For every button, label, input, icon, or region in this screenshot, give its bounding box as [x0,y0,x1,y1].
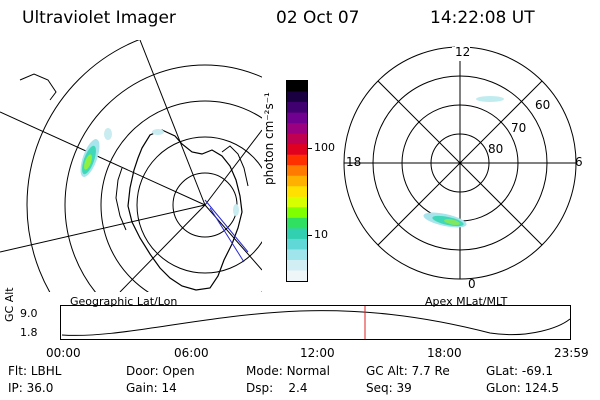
colorbar-segment [287,238,307,250]
colorbar-segment [287,249,307,261]
info-seq: Seq: 39 [366,381,412,395]
coastline-fragment [221,145,249,187]
mlat-mlt-polar-plot [343,46,577,280]
mlt-line-diagonal [377,80,543,246]
colorbar-segment [287,228,307,240]
colorbar-segment [287,217,307,229]
terminator-line [204,199,249,253]
colorbar-segment [287,102,307,114]
altitude-xtick: 18:00 [427,346,462,360]
colorbar-segment [287,91,307,103]
lon-line [204,204,262,271]
colorbar-gradient [287,81,307,282]
apex-map-caption: Apex MLat/MLT [425,295,508,308]
altitude-ylabel: GC Alt [3,287,16,322]
colorbar-segment [287,154,307,166]
altitude-xtick: 12:00 [300,346,335,360]
aurora-emission [80,128,239,216]
mlt-label-right: 6 [575,155,583,169]
colorbar-segment [287,259,307,271]
lon-line [0,204,206,253]
colorbar-tick [307,148,312,149]
mlt-label-bottom: 0 [468,277,476,291]
altitude-plot-frame [60,305,571,340]
mlat-label-60: 60 [535,98,551,112]
info-ip: IP: 36.0 [8,381,54,395]
colorbar-segment [287,196,307,208]
mlat-label-70: 70 [511,121,527,135]
colorbar [286,80,308,282]
colorbar-segment [287,112,307,124]
lat-circle [100,100,262,292]
colorbar-tick [307,235,312,236]
altitude-ytick: 9.0 [20,307,38,320]
mlt-label-left: 18 [346,155,362,169]
lon-line [139,40,206,206]
info-door: Door: Open [126,364,195,378]
mlat-label-80: 80 [488,142,504,156]
lat-circle [136,136,262,274]
info-glat: GLat: -69.1 [486,364,553,378]
geographic-map-caption: Geographic Lat/Lon [70,295,178,308]
terminator-line [209,207,245,263]
colorbar-unit-label: photon cm⁻²s⁻¹ [262,92,276,185]
altitude-xtick: 00:00 [46,346,81,360]
altitude-curve [61,310,571,336]
info-glon: GLon: 124.5 [486,381,559,395]
info-gain: Gain: 14 [126,381,177,395]
lon-line [204,129,262,206]
lon-line [119,204,206,292]
coastline-fragment [115,167,127,231]
colorbar-segment [287,207,307,219]
colorbar-segment [287,175,307,187]
colorbar-segment [287,186,307,198]
colorbar-tick-label: 10 [314,228,328,241]
observation-date: 02 Oct 07 [276,8,360,28]
altitude-xtick: 23:59 [554,346,589,360]
polar-aurora-emission [423,96,504,228]
lon-line [0,111,206,206]
colorbar-segment [287,270,307,282]
info-dsp: Dsp: 2.4 [246,381,308,395]
altitude-xtick: 06:00 [174,346,209,360]
instrument-title: Ultraviolet Imager [22,8,176,28]
altitude-plot [60,305,571,340]
info-flt: Flt: LBHL [8,364,62,378]
colorbar-segment [287,165,307,177]
altitude-ytick: 1.8 [20,326,38,339]
coastline-fragment [19,73,57,101]
geographic-map [0,40,262,292]
observation-time: 14:22:08 UT [430,8,535,28]
colorbar-segment [287,144,307,156]
lat-circle [26,40,140,292]
antarctica-coastline [127,129,243,291]
colorbar-segment [287,81,307,93]
colorbar-tick-label: 100 [314,141,335,154]
colorbar-segment [287,133,307,145]
lat-circle [64,64,262,292]
colorbar-segment [287,123,307,135]
mlt-label-top: 12 [455,45,471,59]
info-mode: Mode: Normal [246,364,330,378]
info-gc-alt: GC Alt: 7.7 Re [366,364,450,378]
